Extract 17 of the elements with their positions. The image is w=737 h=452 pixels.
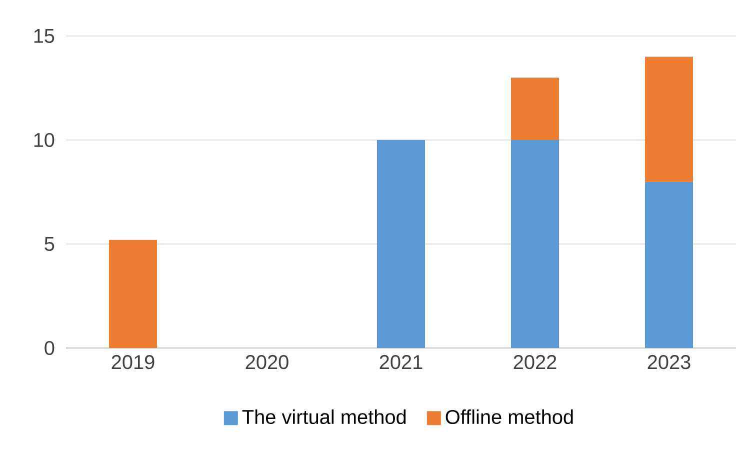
bar [645, 182, 693, 348]
bar [109, 240, 157, 348]
y-tick-label: 15 [34, 29, 54, 43]
x-tick-label: 2023 [648, 355, 690, 370]
bar [377, 140, 425, 348]
bar [511, 140, 559, 348]
y-tick-label: 10 [34, 132, 54, 148]
x-tick-label: 2022 [514, 355, 556, 370]
x-tick-label: 2019 [112, 355, 154, 370]
x-tick-label: 2020 [246, 355, 288, 370]
y-tick-label: 5 [44, 237, 54, 251]
bar [511, 78, 559, 140]
x-tick-label: 2021 [380, 355, 422, 370]
y-tick-label: 0 [44, 340, 54, 356]
legend-label: The virtual method [242, 409, 406, 424]
bar [645, 56, 693, 182]
legend-label: Offline method [446, 409, 573, 424]
